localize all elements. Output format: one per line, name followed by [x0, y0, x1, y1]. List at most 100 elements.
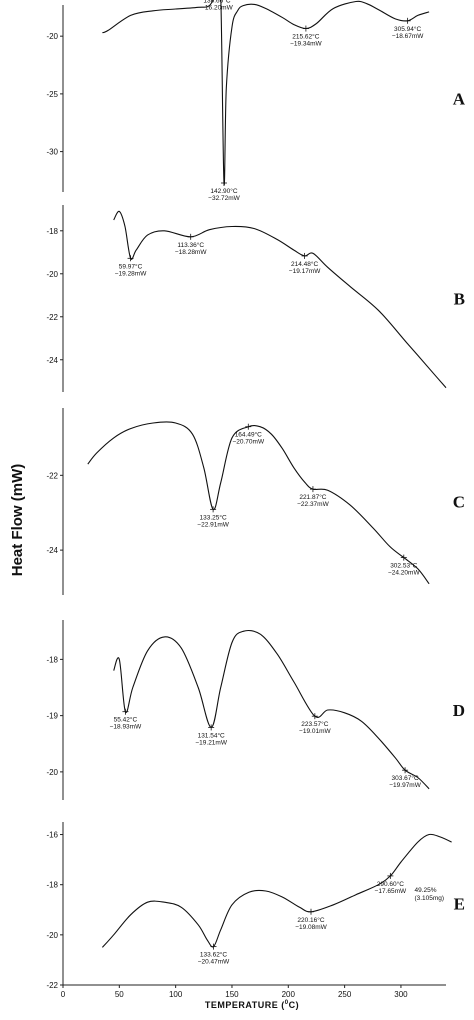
peak-annotation: 215.62°C−19.34mW: [290, 25, 323, 48]
y-tick-label: -22: [46, 313, 58, 322]
peak-annotation: 221.87°C−22.37mW: [297, 486, 330, 508]
x-tick-label: 100: [169, 990, 183, 999]
y-tick-label: -25: [46, 90, 58, 99]
y-axis-label: Heat Flow (mW): [9, 464, 26, 577]
x-axis-label: TEMPERATURE (0C): [205, 1000, 299, 1010]
peak-heatflow-label: −24.20mW: [388, 570, 420, 577]
peak-temperature-label: 164.49°C: [235, 431, 262, 439]
peak-temperature-label: 133.25°C: [200, 513, 227, 521]
peak-annotation: 55.42°C−18.93mW: [110, 708, 142, 731]
peak-annotation: 136.66°C−16.20mW: [201, 0, 233, 11]
peak-annotation: 305.94°C−18.67mW: [392, 17, 424, 40]
peak-heatflow-label: −17.65mW: [375, 888, 407, 895]
panel-label: D: [453, 701, 465, 720]
peak-temperature-label: 303.67°C: [391, 774, 418, 782]
heat-flow-curve: [102, 0, 430, 186]
peak-temperature-label: 55.42°C: [114, 716, 138, 724]
y-tick-label: -20: [46, 270, 58, 279]
peak-temperature-label: 305.94°C: [394, 25, 421, 33]
y-tick-label: -20: [46, 931, 58, 940]
peak-annotation: 214.48°C−19.17mW: [289, 252, 321, 275]
dsc-panel-d: -18 -19 -20 55.42°C−18.93mW 131.54°C−19.21mW…: [46, 620, 465, 800]
y-tick-label: -30: [46, 148, 58, 157]
y-tick-label: -24: [46, 546, 58, 555]
peak-annotation: 223.57°C−19.01mW: [299, 713, 332, 735]
peak-heatflow-label: −18.67mW: [392, 33, 424, 40]
mass-note-label: 49.25%: [414, 887, 436, 894]
dsc-panel-e: -16 -18 -20 -220 50 100 150 200 250 300 133.62°C−2…: [46, 822, 465, 999]
x-tick-label: 300: [394, 990, 408, 999]
peak-heatflow-label: −19.34mW: [290, 41, 322, 48]
dsc-panel-b: -18 -20 -22 -24 59.97°C−19.28mW 113.36°C−18.2…: [46, 205, 465, 392]
peak-temperature-label: 215.62°C: [292, 33, 319, 41]
y-tick-label: -24: [46, 356, 58, 365]
peak-heatflow-label: −19.28mW: [115, 270, 147, 277]
peak-annotation: 220.16°C−19.08mW: [295, 908, 328, 931]
x-axis-label-sup: 0: [285, 1000, 289, 1006]
peak-temperature-label: 221.87°C: [299, 493, 326, 501]
heat-flow-curve: [87, 421, 430, 585]
peak-annotation: 133.25°C−22.91mW: [197, 506, 230, 528]
x-tick-label: 0: [61, 990, 66, 999]
peak-annotation: 133.62°C−20.47mW: [198, 943, 230, 966]
peak-temperature-label: 214.48°C: [291, 260, 318, 268]
y-tick-label: -20: [46, 768, 58, 777]
peak-annotation: 131.54°C−19.21mW: [195, 724, 228, 746]
peak-heatflow-label: −22.91mW: [197, 521, 229, 528]
y-tick-label: -18: [46, 881, 58, 890]
x-tick-label: 250: [338, 990, 352, 999]
panel-label: B: [454, 290, 465, 309]
peak-temperature-label: 131.54°C: [198, 731, 225, 739]
peak-heatflow-label: −32.72mW: [208, 195, 240, 202]
peak-heatflow-label: −19.01mW: [299, 728, 331, 735]
peak-heatflow-label: −19.97mW: [389, 782, 421, 789]
dsc-panel-c: -22 -24 164.49°C−20.70mW 133.25°C−22.91mW 22…: [46, 408, 465, 595]
peak-annotation: 164.49°C−20.70mW: [232, 423, 265, 446]
peak-heatflow-label: −18.28mW: [175, 249, 207, 256]
x-tick-label: 150: [225, 990, 239, 999]
y-tick-label: -20: [46, 32, 58, 41]
peak-annotation: 59.97°C−19.28mW: [115, 255, 147, 277]
peak-temperature-label: 136.66°C: [203, 0, 230, 4]
y-tick-label: -19: [46, 712, 58, 721]
peak-heatflow-label: −19.08mW: [295, 924, 327, 931]
peak-heatflow-label: −20.47mW: [198, 959, 230, 966]
peak-annotation: 302.53°C−24.20mW: [388, 554, 420, 577]
x-axis-label-end: C): [289, 1000, 300, 1010]
peak-temperature-label: 220.16°C: [297, 916, 324, 924]
y-tick-label: -18: [46, 227, 58, 236]
x-tick-label: 200: [282, 990, 296, 999]
peak-temperature-label: 59.97°C: [119, 262, 143, 270]
x-tick-label: 50: [115, 990, 124, 999]
peak-annotation: 113.36°C−18.28mW: [175, 233, 207, 256]
peak-heatflow-label: −22.37mW: [297, 501, 329, 508]
peak-heatflow-label: −16.20mW: [201, 4, 233, 11]
panel-label: E: [454, 895, 465, 914]
panel-label: A: [453, 90, 466, 109]
peak-heatflow-label: −18.93mW: [110, 724, 142, 731]
heat-flow-curve: [113, 629, 430, 790]
panel-label: C: [453, 493, 465, 512]
peak-temperature-label: 302.53°C: [390, 562, 417, 570]
peak-temperature-label: 223.57°C: [301, 720, 328, 728]
panels: -20 -25 -30 136.66°C−16.20mW 142.90°C−32.72m…: [46, 0, 466, 999]
peak-temperature-label: 142.90°C: [210, 187, 237, 195]
x-axis-label-main: TEMPERATURE (: [205, 1000, 285, 1010]
y-tick-label: -22: [46, 981, 58, 990]
peak-annotation: 290.60°C−17.65mW: [375, 872, 407, 895]
peak-heatflow-label: −19.21mW: [195, 739, 227, 746]
peak-temperature-label: 290.60°C: [377, 880, 404, 888]
peak-annotation: 142.90°C−32.72mW: [208, 179, 241, 202]
peak-temperature-label: 113.36°C: [177, 241, 204, 249]
heat-flow-curve: [113, 210, 447, 389]
peak-heatflow-label: −20.70mW: [232, 439, 264, 446]
y-tick-label: -22: [46, 471, 58, 480]
heat-flow-curve: [101, 833, 452, 948]
peak-heatflow-label: −19.17mW: [289, 268, 321, 275]
dsc-panel-a: -20 -25 -30 136.66°C−16.20mW 142.90°C−32.72m…: [46, 0, 466, 202]
peak-annotation: 303.67°C−19.97mW: [389, 767, 422, 789]
y-tick-label: -16: [46, 831, 58, 840]
y-tick-label: -18: [46, 655, 58, 664]
mass-note-label: (3.105mg): [414, 895, 444, 902]
